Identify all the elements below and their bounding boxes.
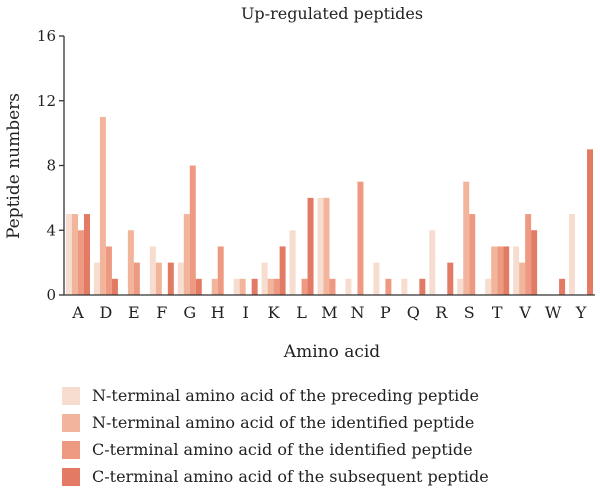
- x-tick-label-e: E: [128, 303, 140, 322]
- y-tick-label: 8: [46, 157, 56, 175]
- bar-t-series-1: [485, 278, 492, 295]
- bar-r-series-1: [429, 230, 436, 295]
- bar-d-series-2: [99, 116, 106, 295]
- bar-v-series-2: [519, 262, 526, 295]
- bar-k-series-1: [261, 262, 268, 295]
- bar-e-series-2: [127, 230, 134, 295]
- x-tick-label-d: D: [100, 303, 113, 322]
- x-tick-label-g: G: [183, 303, 196, 322]
- x-tick-label-k: K: [268, 303, 281, 322]
- y-tick-label: 12: [37, 92, 56, 110]
- legend: N-terminal amino acid of the preceding p…: [62, 382, 489, 490]
- axes-layer: A D E F G H I K L M N P Q R S T V W Y 0 4 8 12 16: [37, 27, 595, 322]
- x-tick-label-f: F: [156, 303, 167, 322]
- bar-g-series-4: [195, 278, 202, 295]
- x-tick-label-r: R: [435, 303, 448, 322]
- bar-y-series-1: [569, 214, 576, 295]
- bar-g-series-1: [177, 262, 184, 295]
- bar-v-series-4: [531, 230, 538, 295]
- x-tick-label-q: Q: [407, 303, 420, 322]
- x-tick-label-v: V: [518, 303, 531, 322]
- bar-n-series-1: [345, 278, 352, 295]
- bar-l-series-3: [301, 278, 308, 295]
- bar-d-series-3: [105, 246, 112, 295]
- bar-y-series-4: [587, 149, 594, 295]
- x-tick-label-l: L: [296, 303, 307, 322]
- bar-m-series-3: [329, 278, 336, 295]
- bar-n-series-3: [357, 181, 364, 295]
- x-tick-label-p: P: [380, 303, 391, 322]
- bar-h-series-3: [217, 246, 224, 295]
- bar-k-series-2: [267, 278, 274, 295]
- bar-i-series-4: [251, 278, 258, 295]
- x-axis-title: Amino acid: [283, 342, 381, 362]
- bar-i-series-1: [233, 278, 240, 295]
- x-tick-label-h: H: [211, 303, 225, 322]
- bar-p-series-3: [385, 278, 392, 295]
- bar-k-series-3: [273, 278, 280, 295]
- bar-m-series-1: [317, 197, 324, 295]
- bar-a-series-3: [77, 230, 84, 295]
- bar-i-series-2: [239, 278, 246, 295]
- chart-title: Up-regulated peptides: [241, 4, 423, 23]
- bars-layer: [65, 116, 594, 295]
- x-tick-label-t: T: [492, 303, 503, 322]
- legend-swatch: [62, 467, 80, 486]
- bar-a-series-4: [83, 214, 90, 295]
- bar-t-series-4: [503, 246, 510, 295]
- bar-t-series-2: [491, 246, 498, 295]
- x-tick-label-w: W: [545, 303, 562, 322]
- bar-l-series-4: [307, 197, 314, 295]
- x-tick-label-n: N: [350, 303, 364, 322]
- bar-t-series-3: [497, 246, 504, 295]
- bar-f-series-4: [167, 262, 174, 295]
- legend-item-3: C-terminal amino acid of the identified …: [62, 436, 489, 463]
- bar-d-series-4: [111, 278, 118, 295]
- x-tick-label-m: M: [321, 303, 337, 322]
- x-tick-label-i: I: [242, 303, 248, 322]
- bar-v-series-3: [525, 214, 532, 295]
- legend-swatch: [62, 386, 80, 405]
- legend-swatch: [62, 440, 80, 459]
- bar-s-series-1: [457, 278, 464, 295]
- bar-f-series-2: [155, 262, 162, 295]
- bar-q-series-4: [419, 278, 426, 295]
- legend-label: N-terminal amino acid of the preceding p…: [92, 386, 480, 405]
- legend-label: N-terminal amino acid of the identified …: [92, 413, 475, 432]
- x-tick-label-s: S: [464, 303, 475, 322]
- x-tick-label-a: A: [71, 303, 84, 322]
- y-axis-title: Peptide numbers: [4, 93, 24, 239]
- bar-k-series-4: [279, 246, 286, 295]
- x-tick-label-y: Y: [575, 303, 587, 322]
- bar-l-series-1: [289, 230, 296, 295]
- legend-label: C-terminal amino acid of the identified …: [92, 440, 473, 459]
- bar-w-series-4: [559, 278, 566, 295]
- bar-g-series-3: [189, 165, 196, 295]
- bar-a-series-1: [65, 214, 72, 295]
- y-tick-label: 4: [46, 221, 56, 239]
- bar-s-series-2: [463, 181, 470, 295]
- bar-p-series-1: [373, 262, 380, 295]
- bar-s-series-3: [469, 214, 476, 295]
- legend-swatch: [62, 413, 80, 432]
- legend-item-2: N-terminal amino acid of the identified …: [62, 409, 489, 436]
- bar-m-series-2: [323, 197, 330, 295]
- legend-item-4: C-terminal amino acid of the subsequent …: [62, 463, 489, 490]
- bar-d-series-1: [93, 262, 100, 295]
- y-tick-label: 0: [46, 286, 56, 304]
- bar-a-series-2: [71, 214, 78, 295]
- bar-h-series-2: [211, 278, 218, 295]
- bar-f-series-1: [149, 246, 156, 295]
- bar-r-series-4: [447, 262, 454, 295]
- legend-item-1: N-terminal amino acid of the preceding p…: [62, 382, 489, 409]
- bar-q-series-1: [401, 278, 408, 295]
- bar-g-series-2: [183, 214, 190, 295]
- bar-v-series-1: [513, 246, 520, 295]
- bar-e-series-3: [133, 262, 140, 295]
- legend-label: C-terminal amino acid of the subsequent …: [92, 467, 489, 486]
- y-tick-label: 16: [37, 27, 56, 45]
